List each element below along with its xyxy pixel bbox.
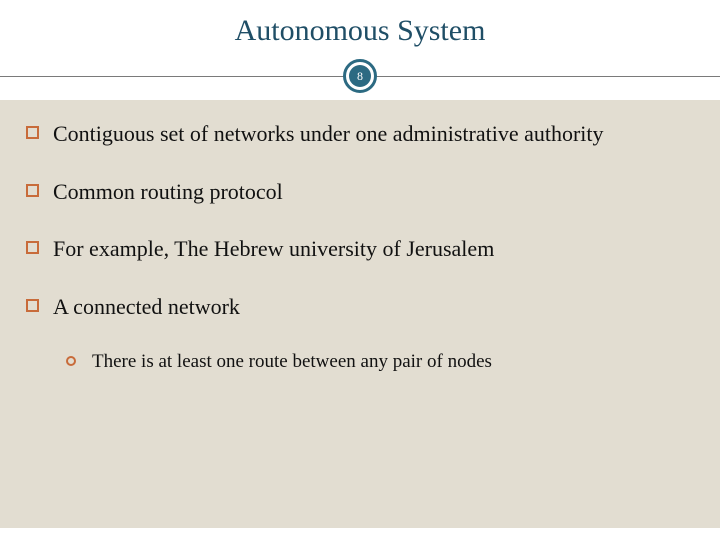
bullet-text: For example, The Hebrew university of Je… (53, 235, 494, 263)
square-bullet-icon (26, 241, 39, 254)
divider: 8 (0, 56, 720, 96)
bullet-text: Common routing protocol (53, 178, 283, 206)
sub-bullet-text: There is at least one route between any … (92, 350, 492, 375)
slide: Autonomous System 8 Contiguous set of ne… (0, 0, 720, 540)
circle-bullet-icon (66, 356, 76, 366)
list-item: For example, The Hebrew university of Je… (26, 235, 694, 263)
title-area: Autonomous System (0, 0, 720, 56)
bullet-text: A connected network (53, 293, 240, 321)
list-item: Contiguous set of networks under one adm… (26, 120, 694, 148)
list-item: A connected network (26, 293, 694, 321)
sub-list-item: There is at least one route between any … (66, 350, 694, 375)
slide-title: Autonomous System (0, 14, 720, 48)
list-item: Common routing protocol (26, 178, 694, 206)
square-bullet-icon (26, 126, 39, 139)
content-area: Contiguous set of networks under one adm… (0, 100, 720, 528)
page-number-badge: 8 (343, 59, 377, 93)
square-bullet-icon (26, 299, 39, 312)
page-number: 8 (349, 65, 371, 87)
square-bullet-icon (26, 184, 39, 197)
bullet-text: Contiguous set of networks under one adm… (53, 120, 604, 148)
